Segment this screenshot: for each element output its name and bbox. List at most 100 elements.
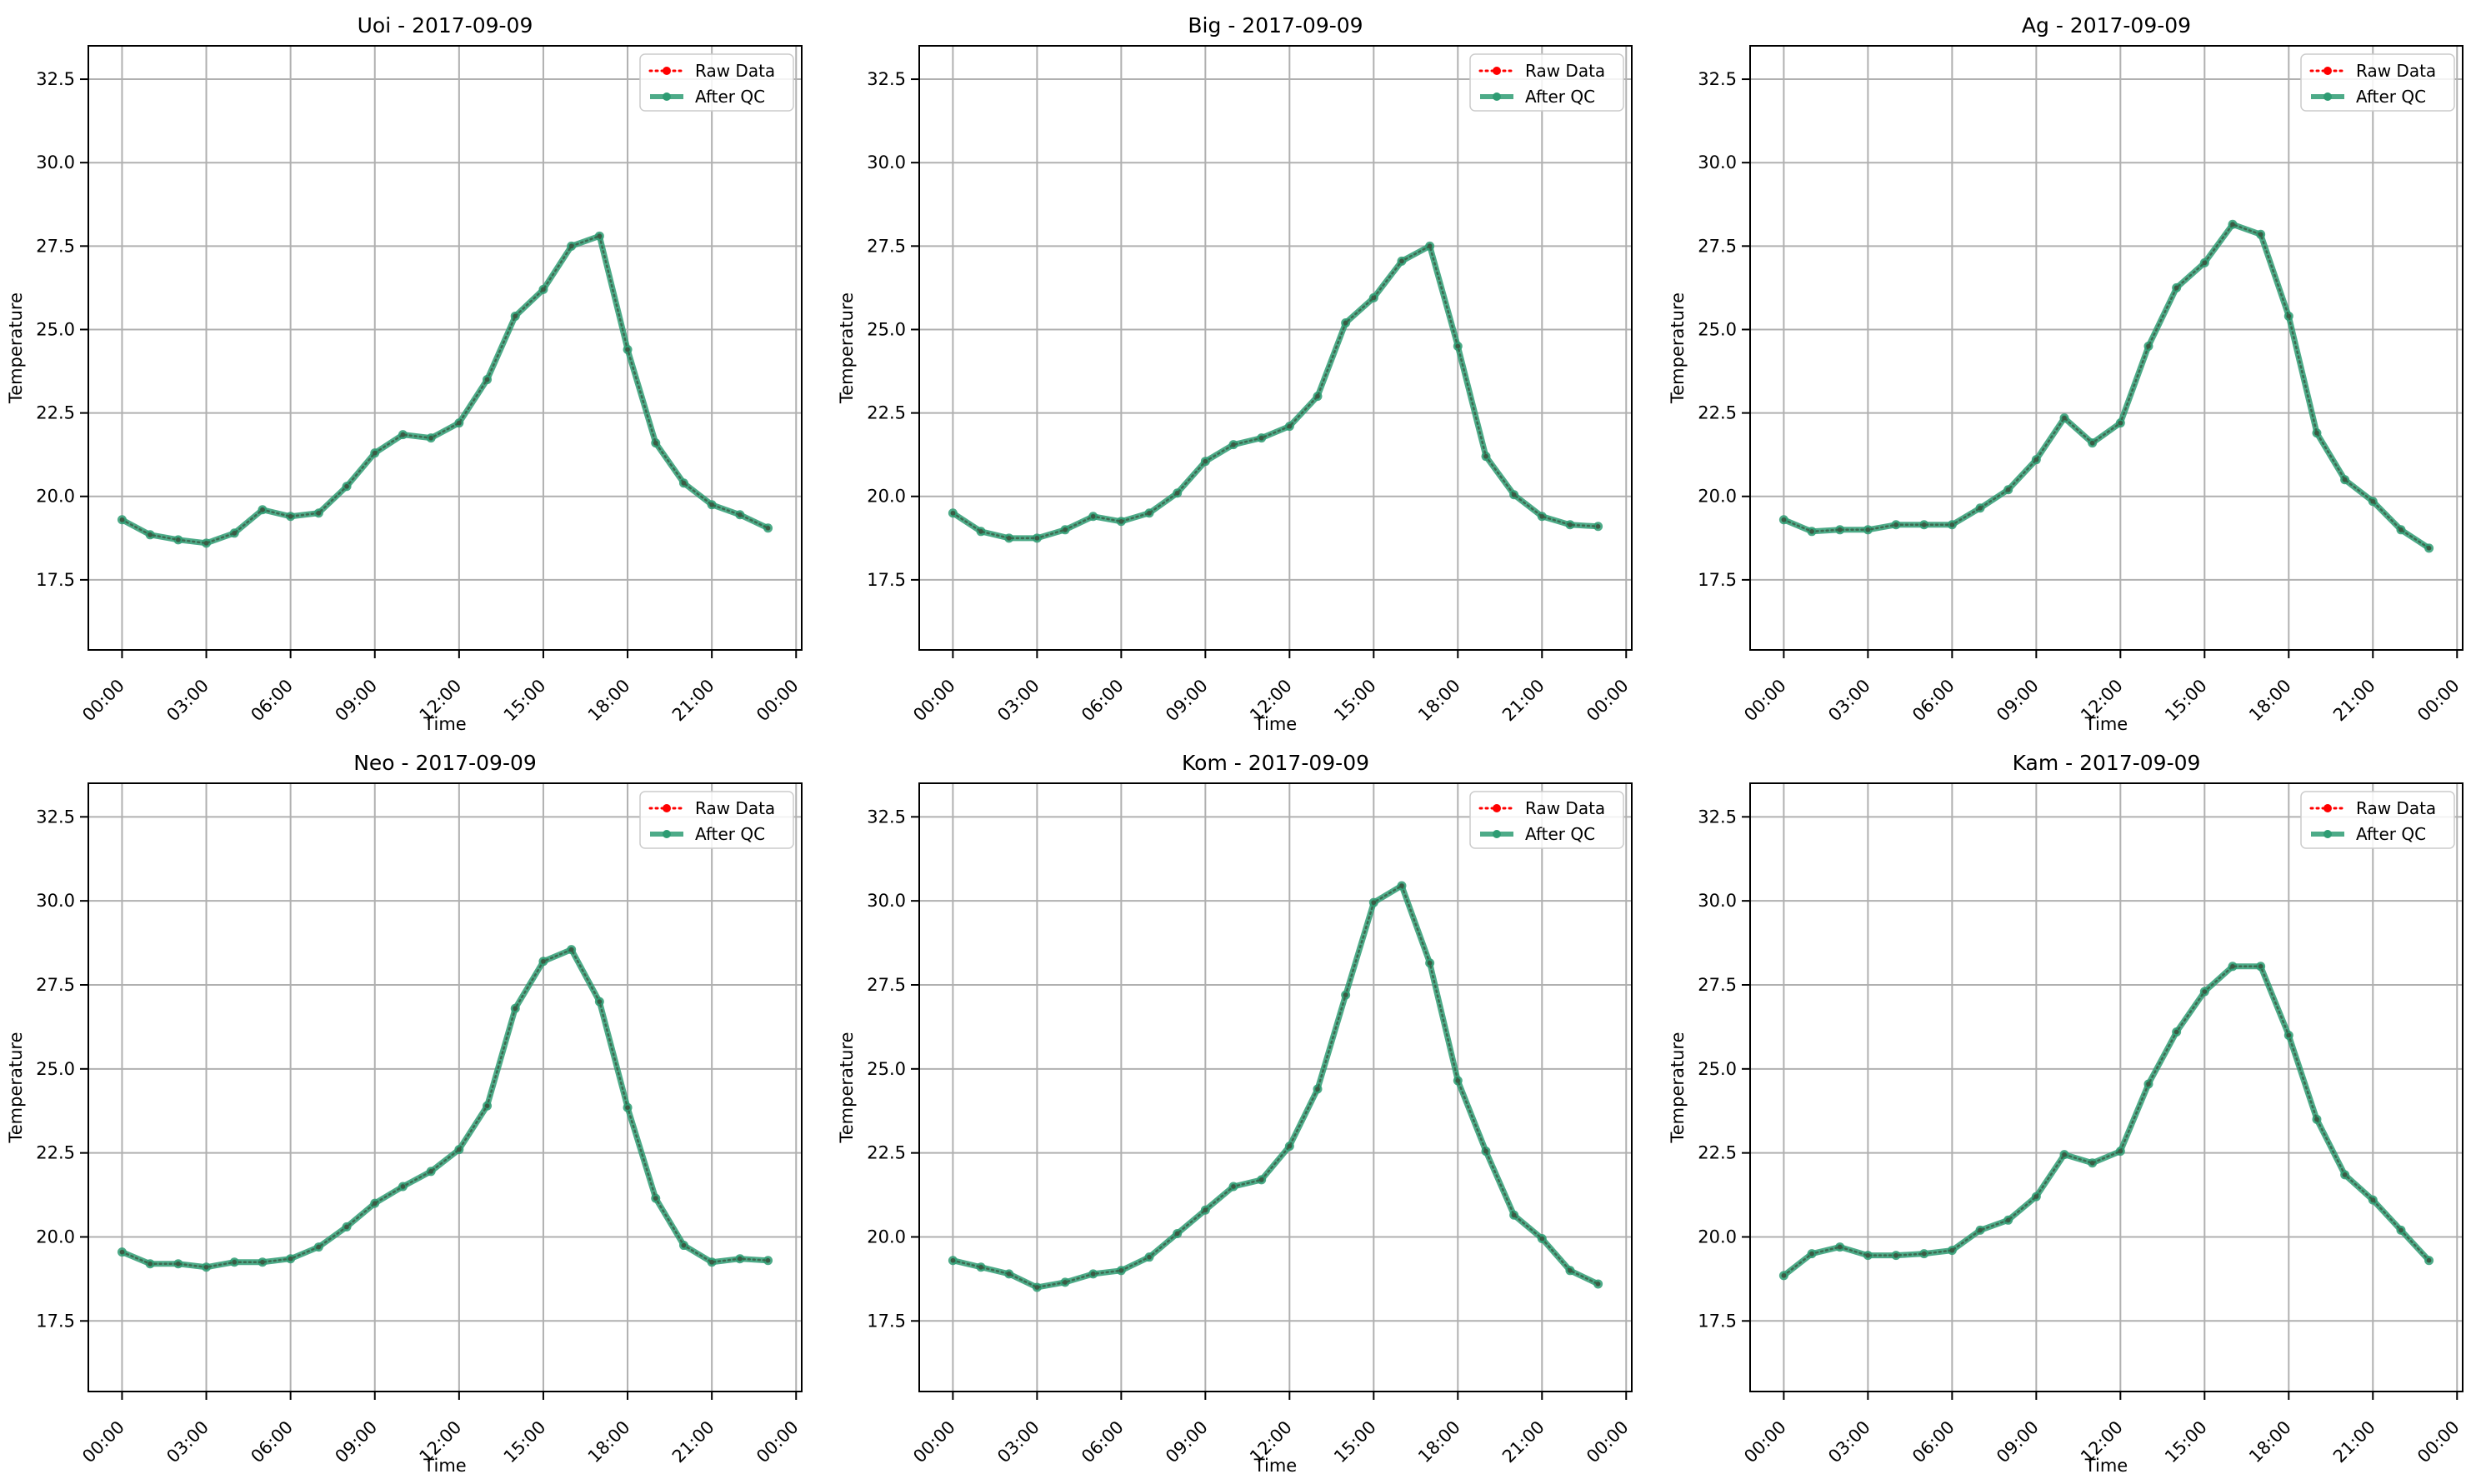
y-tick-label: 32.5 (36, 807, 75, 827)
data-point-raw-data (1568, 522, 1573, 527)
chart-panel: 00:00 03:00 06:00 09:00 12:00 15:00 18:00 21:00… (6, 13, 803, 734)
legend-marker-raw-data (1493, 804, 1501, 812)
data-point-raw-data (2118, 1148, 2123, 1154)
legend-marker-after-qc (1493, 92, 1501, 101)
axes-frame (1749, 45, 2463, 651)
data-point-raw-data (1978, 1227, 1983, 1233)
legend-label-after-qc: After QC (695, 824, 765, 844)
x-tick-label: 21:00 (668, 1417, 718, 1467)
legend-marker-raw-data (2323, 804, 2332, 812)
data-point-raw-data (978, 1264, 983, 1270)
data-point-raw-data (653, 1196, 658, 1201)
y-tick-label: 17.5 (867, 570, 906, 590)
data-point-raw-data (428, 435, 433, 441)
x-tick-label: 06:00 (1078, 1417, 1128, 1467)
data-point-raw-data (2062, 1152, 2067, 1157)
chart-panel: 00:00 03:00 06:00 09:00 12:00 15:00 18:00 21:00… (837, 13, 1633, 734)
data-point-raw-data (260, 1259, 265, 1265)
data-point-raw-data (203, 1264, 209, 1270)
x-tick-label: 18:00 (584, 676, 634, 726)
data-point-raw-data (709, 1259, 714, 1265)
y-tick-label: 25.0 (1698, 319, 1737, 339)
data-point-raw-data (568, 947, 574, 952)
legend-label-after-qc: After QC (1525, 824, 1595, 844)
x-tick-label: 06:00 (1908, 676, 1958, 726)
y-axis-label: Temperature (1668, 1032, 1688, 1143)
y-tick-label: 17.5 (1698, 1311, 1737, 1331)
legend-label-raw-data: Raw Data (1525, 798, 1605, 818)
x-tick-label: 15:00 (2161, 676, 2211, 726)
x-tick-label: 06:00 (247, 1417, 297, 1467)
x-tick-label: 15:00 (1330, 1417, 1380, 1467)
data-point-raw-data (1090, 1272, 1096, 1277)
data-point-raw-data (568, 243, 574, 249)
y-tick-label: 32.5 (867, 69, 906, 89)
x-tick-label: 09:00 (332, 676, 382, 726)
data-point-raw-data (484, 377, 490, 382)
data-point-raw-data (372, 450, 378, 456)
y-axis-label: Temperature (6, 1032, 26, 1143)
legend-label-raw-data: Raw Data (695, 61, 775, 81)
x-tick-label: 00:00 (1583, 1417, 1633, 1467)
chart-title: Ag - 2017-09-09 (2022, 13, 2191, 37)
data-point-raw-data (119, 517, 125, 522)
legend: Raw Data After QC (1469, 53, 1624, 112)
y-tick-label: 30.0 (36, 891, 75, 911)
y-tick-label: 32.5 (1698, 807, 1737, 827)
data-point-raw-data (765, 1257, 771, 1263)
x-tick-label: 03:00 (993, 676, 1043, 726)
data-point-raw-data (1781, 517, 1787, 522)
data-point-raw-data (1539, 513, 1545, 519)
chart-panel: 00:00 03:00 06:00 09:00 12:00 15:00 18:00 21:00… (837, 751, 1633, 1476)
x-tick-label: 03:00 (993, 1417, 1043, 1467)
legend-marker-raw-data (1493, 67, 1501, 75)
y-tick-label: 27.5 (1698, 236, 1737, 256)
data-point-raw-data (1455, 343, 1461, 349)
data-point-raw-data (2033, 1194, 2039, 1199)
data-point-raw-data (1063, 1280, 1068, 1285)
data-point-raw-data (2314, 430, 2319, 436)
data-point-raw-data (2370, 498, 2376, 504)
x-tick-label: 09:00 (1162, 676, 1212, 726)
x-tick-label: 00:00 (1740, 1417, 1790, 1467)
data-point-raw-data (1034, 1285, 1040, 1290)
data-point-raw-data (344, 483, 349, 489)
y-tick-label: 22.5 (36, 403, 75, 423)
chart-title: Neo - 2017-09-09 (353, 751, 537, 775)
x-tick-label: 00:00 (2413, 1417, 2463, 1467)
series-line-raw-data (121, 948, 769, 1269)
x-tick-label: 21:00 (668, 676, 718, 726)
data-point-raw-data (400, 1184, 406, 1189)
data-point-raw-data (1949, 522, 1955, 527)
data-point-raw-data (148, 1261, 153, 1267)
legend-label-after-qc: After QC (1525, 87, 1595, 107)
legend-marker-after-qc (663, 92, 671, 101)
x-tick-label: 00:00 (909, 676, 959, 726)
legend-label-after-qc: After QC (2356, 87, 2426, 107)
data-point-raw-data (738, 512, 743, 517)
x-tick-label: 21:00 (2329, 676, 2379, 726)
data-point-raw-data (2398, 527, 2403, 532)
y-tick-label: 30.0 (1698, 152, 1737, 172)
data-point-raw-data (484, 1103, 490, 1108)
series-line-raw-data (1783, 965, 2430, 1277)
y-tick-label: 30.0 (1698, 891, 1737, 911)
data-point-raw-data (1315, 1087, 1320, 1092)
data-point-raw-data (2314, 1117, 2319, 1122)
x-tick-label: 18:00 (584, 1417, 634, 1467)
data-point-raw-data (2202, 989, 2208, 994)
x-tick-label: 00:00 (909, 1417, 959, 1467)
chart-title: Kam - 2017-09-09 (2013, 751, 2201, 775)
series-line-raw-data (121, 234, 769, 545)
y-axis-label: Temperature (1668, 292, 1688, 404)
x-tick-label: 15:00 (1330, 676, 1380, 726)
data-point-raw-data (2230, 964, 2235, 969)
data-point-raw-data (1978, 505, 1983, 511)
y-tick-label: 25.0 (1698, 1059, 1737, 1079)
legend-marker-after-qc (1493, 830, 1501, 838)
legend: Raw Data After QC (639, 53, 794, 112)
data-point-raw-data (2258, 964, 2263, 969)
data-point-raw-data (2202, 260, 2208, 266)
data-point-raw-data (1258, 1177, 1264, 1182)
data-point-raw-data (1343, 992, 1348, 997)
